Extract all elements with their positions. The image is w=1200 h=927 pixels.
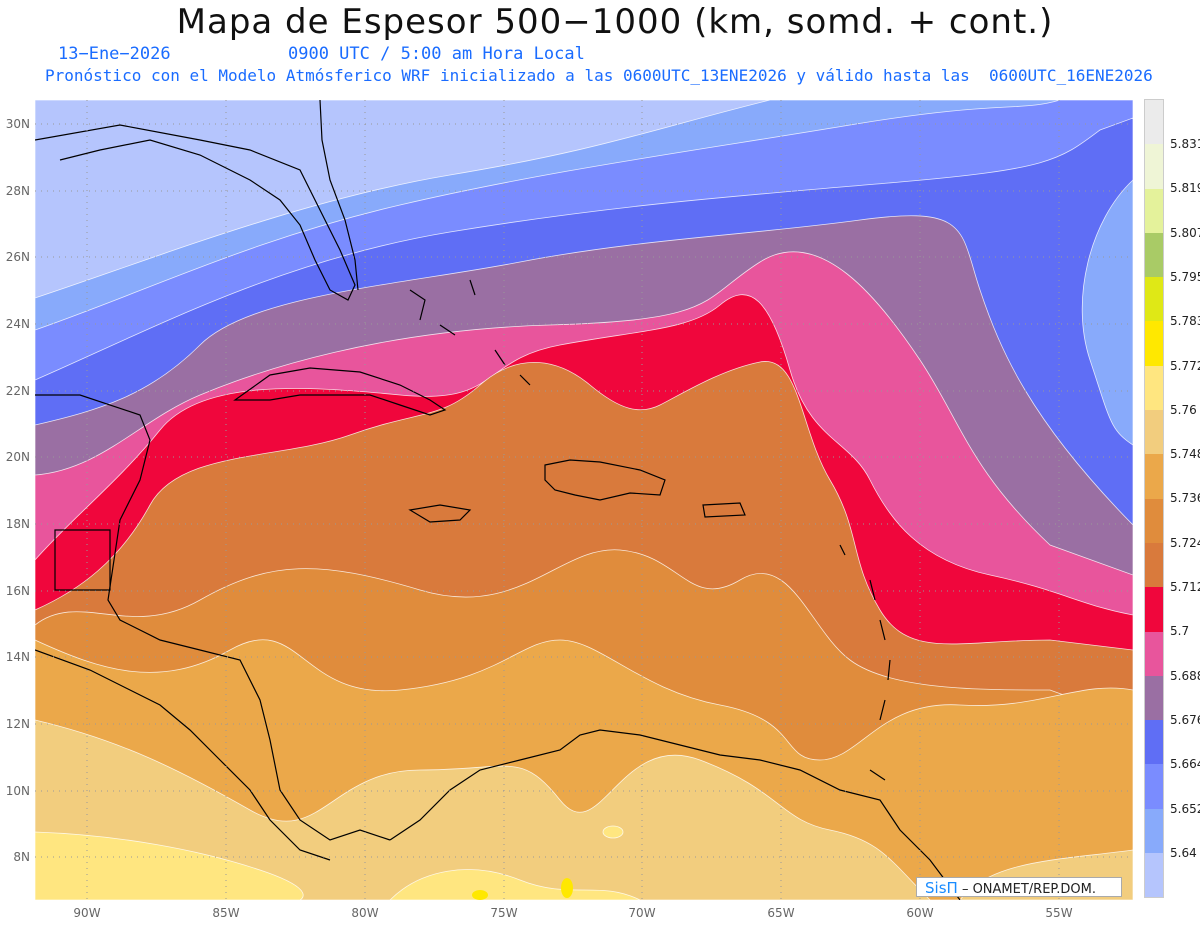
yucatan-central-america <box>35 394 391 841</box>
legend-label: 5.795 <box>1170 269 1200 284</box>
contour-bands <box>35 100 1133 900</box>
lat-label: 28N <box>6 184 30 198</box>
legend-label: 5.807 <box>1170 225 1200 240</box>
band-5.772 <box>35 831 304 900</box>
lat-label: 10N <box>6 784 30 798</box>
longitude-labels: 90W 85W 80W 75W 70W 65W 60W 55W <box>73 906 1072 920</box>
legend-label: 5.712 <box>1170 580 1200 594</box>
band-5.772-patch-2 <box>602 825 624 839</box>
sispi-logo: SisΠ <box>925 879 958 897</box>
map-title: Mapa de Espesor 500−1000 (km, somd. + co… <box>176 2 1054 42</box>
legend-swatch <box>1145 410 1163 455</box>
forecast-date: 13−Ene−2026 <box>58 44 171 64</box>
lon-label: 65W <box>767 906 794 920</box>
band-5.652-east <box>1081 179 1133 446</box>
lon-label: 70W <box>628 906 655 920</box>
legend-swatch <box>1145 498 1163 543</box>
color-legend <box>1144 99 1164 899</box>
forecast-time: 0900 UTC / 5:00 am Hora Local <box>288 44 585 64</box>
lon-label: 90W <box>73 906 100 920</box>
legend-swatch <box>1145 144 1163 189</box>
florida-coast <box>35 124 356 301</box>
lon-label: 55W <box>1045 906 1072 920</box>
florida-east-coast <box>319 100 359 291</box>
lat-label: 20N <box>6 450 30 464</box>
legend-label: 5.724 <box>1170 535 1200 550</box>
legend-swatch <box>1145 853 1163 898</box>
legend-swatch <box>1145 808 1163 854</box>
lat-label: 24N <box>6 317 30 331</box>
latitude-labels: 30N 28N 26N 24N 22N 20N 18N 16N 14N 12N 10N 8N <box>6 117 30 864</box>
legend-swatch <box>1145 675 1163 721</box>
legend-swatch <box>1145 720 1163 765</box>
credit-box: SisΠ – ONAMET/REP.DOM. <box>916 877 1122 897</box>
lat-label: 22N <box>6 384 30 398</box>
legend-swatch <box>1145 100 1163 145</box>
legend-label: 5.772 <box>1170 358 1200 373</box>
mexico-belize-border <box>54 529 111 591</box>
graticule <box>35 100 1133 900</box>
legend-label: 5.76 <box>1170 402 1197 417</box>
legend-label: 5.748 <box>1170 447 1200 462</box>
coastlines <box>35 100 961 900</box>
lat-label: 14N <box>6 650 30 664</box>
band-5.783-patch <box>472 890 488 900</box>
legend-label: 5.688 <box>1170 668 1200 683</box>
lat-label: 30N <box>6 117 30 131</box>
forecast-description: Pronóstico con el Modelo Atmósferico WRF… <box>45 66 1153 85</box>
lon-label: 75W <box>490 906 517 920</box>
lon-label: 80W <box>351 906 378 920</box>
band-5.783-patch-2 <box>561 878 573 898</box>
lesser-antilles <box>839 544 891 781</box>
legend-label: 5.64 <box>1170 845 1197 860</box>
lon-label: 85W <box>212 906 239 920</box>
lon-label: 60W <box>906 906 933 920</box>
lat-label: 18N <box>6 517 30 531</box>
legend-swatch <box>1145 277 1163 322</box>
lat-label: 8N <box>13 850 30 864</box>
legend-swatch <box>1145 232 1163 278</box>
band-5.772-patch <box>389 869 641 900</box>
puerto-rico <box>702 502 746 518</box>
legend-label: 5.736 <box>1170 491 1200 506</box>
jamaica <box>408 504 472 523</box>
legend-label: 5.664 <box>1170 757 1200 772</box>
legend-swatch <box>1145 764 1163 809</box>
legend-swatch <box>1145 365 1163 411</box>
legend-label: 5.676 <box>1170 712 1200 727</box>
lat-label: 12N <box>6 717 30 731</box>
band-5.76 <box>35 719 931 900</box>
legend-swatch <box>1145 454 1163 499</box>
hispaniola <box>544 459 666 501</box>
legend-label: 5.831 <box>1170 137 1200 151</box>
credit-text: – ONAMET/REP.DOM. <box>961 882 1096 897</box>
legend-label: 5.7 <box>1170 624 1190 639</box>
south-america-coast <box>389 729 961 900</box>
legend-swatch <box>1145 587 1163 632</box>
legend-label: 5.652 <box>1170 801 1200 816</box>
lat-label: 16N <box>6 584 30 598</box>
legend-swatch <box>1145 542 1163 588</box>
cuba <box>233 367 447 416</box>
legend-swatch <box>1145 631 1163 676</box>
legend-swatch <box>1145 321 1163 366</box>
legend-swatch <box>1145 188 1163 233</box>
bahamas <box>409 279 531 386</box>
legend-label: 5.783 <box>1170 314 1200 329</box>
lat-label: 26N <box>6 250 30 264</box>
legend-label: 5.819 <box>1170 181 1200 196</box>
central-america-pacific <box>35 649 331 861</box>
